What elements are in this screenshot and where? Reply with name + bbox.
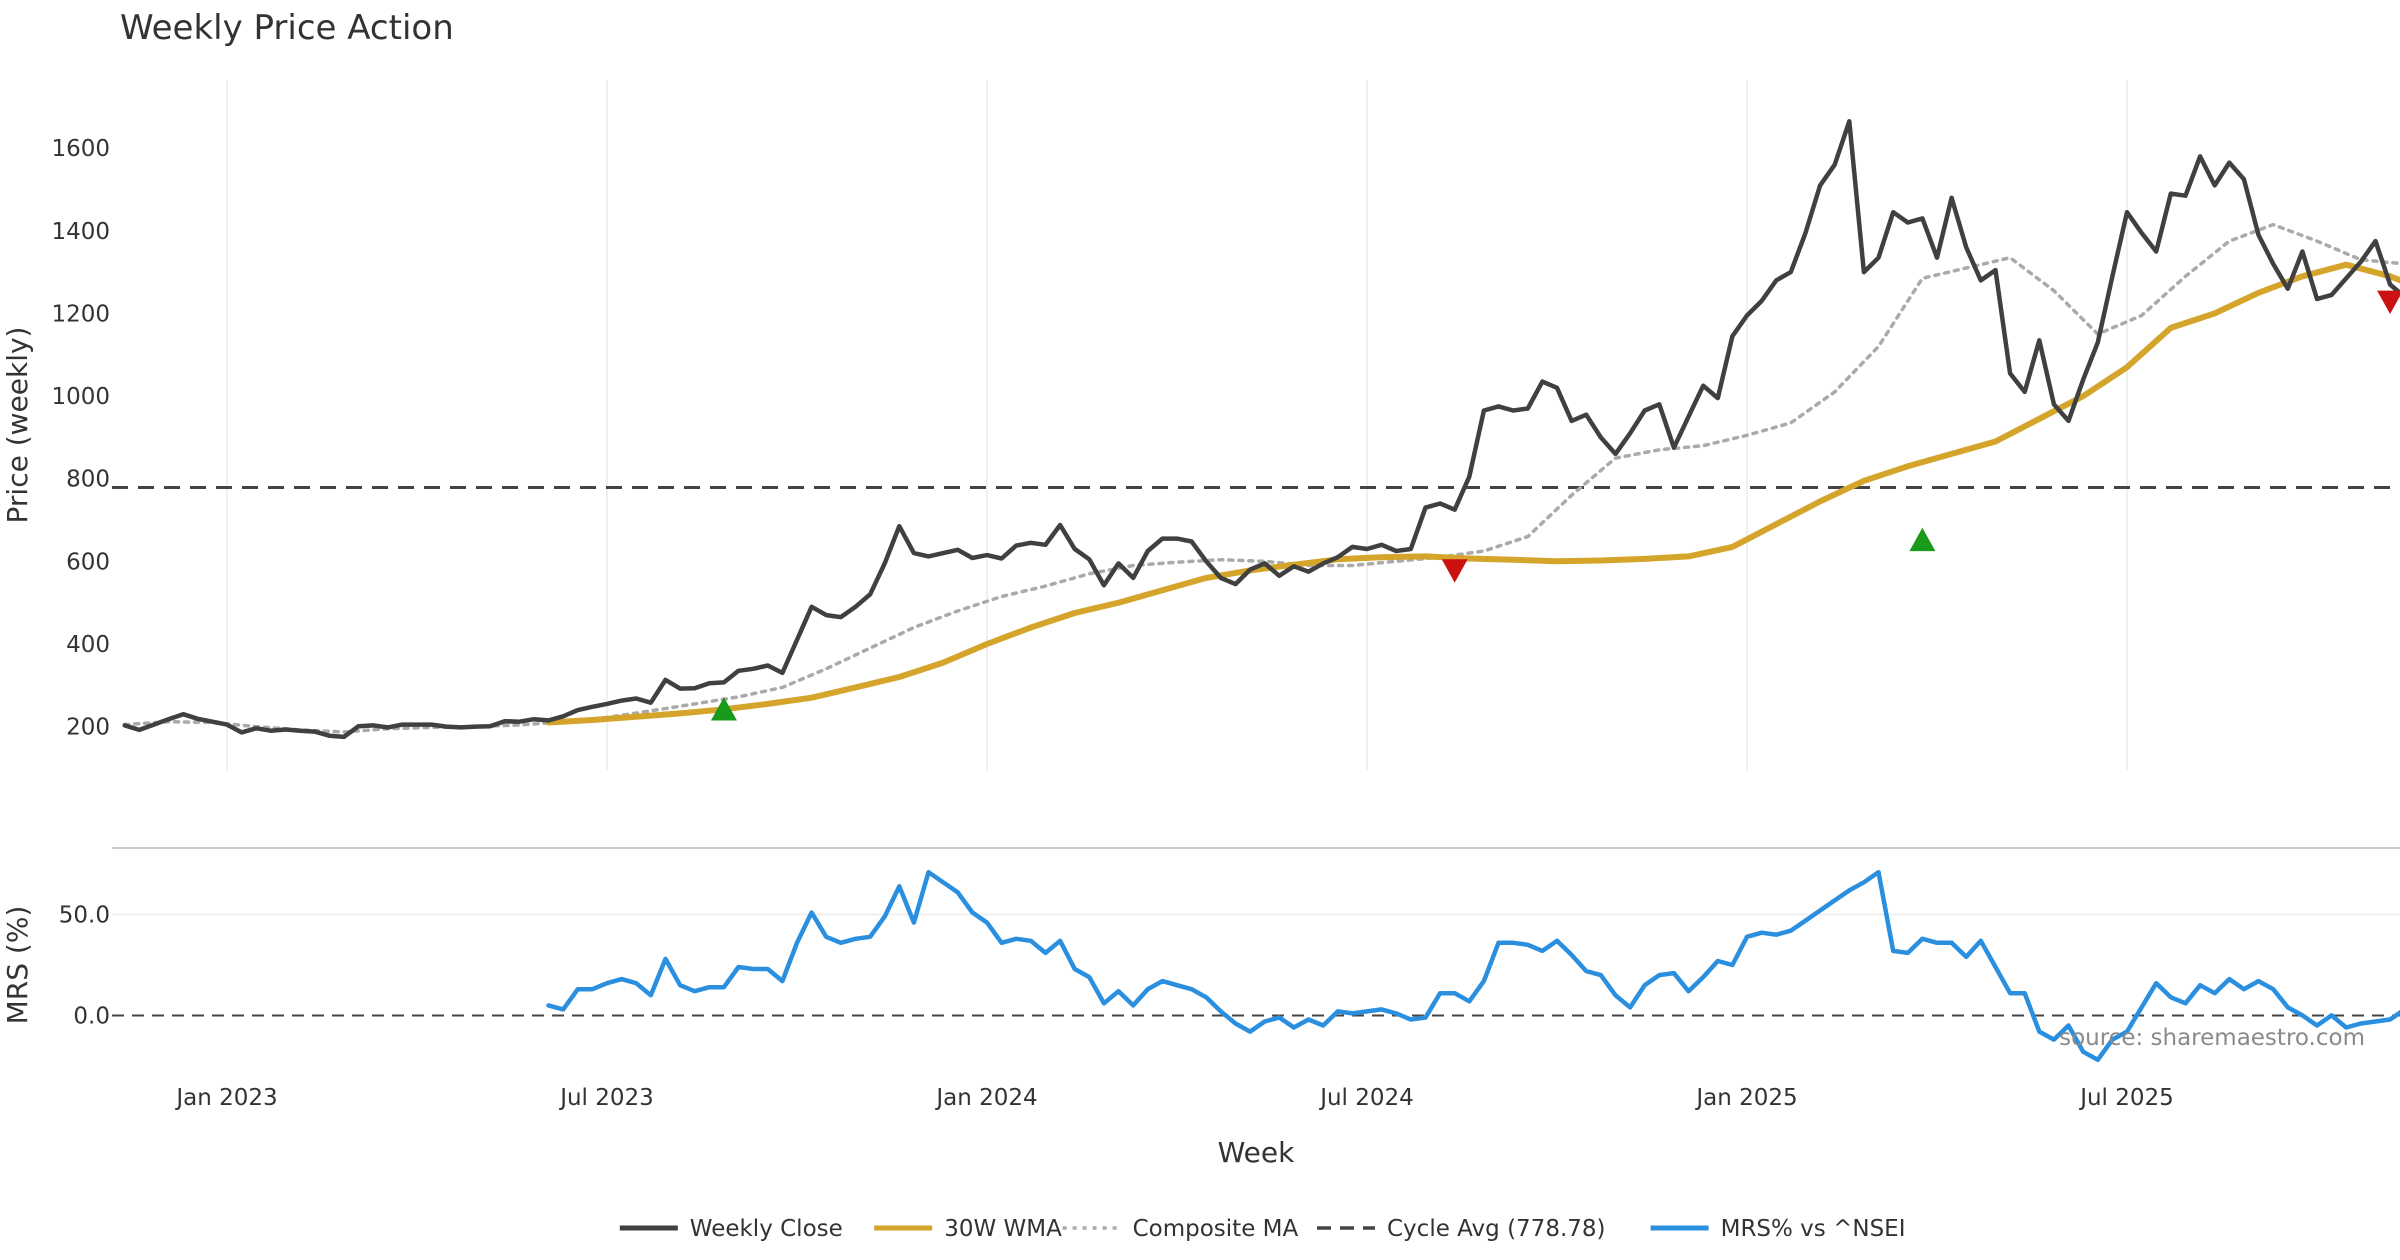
x-tick-label: Jan 2024 <box>934 1085 1037 1111</box>
price-y-tick-label: 600 <box>66 549 110 575</box>
price-y-tick-label: 1600 <box>51 136 110 162</box>
mrs-panel: 0.0 50.0 Jan 2023 Jul 2023 Jan 2024 Jul 2024 J… <box>59 847 2400 1111</box>
mrs-y-tick-label: 0.0 <box>73 1003 110 1029</box>
x-tick-label: Jul 2025 <box>2078 1085 2174 1111</box>
mrs-y-tick-label: 50.0 <box>59 903 110 929</box>
price-panel: 200 400 600 800 1000 1200 1400 1600 <box>51 80 2400 770</box>
wma-30w-line <box>545 261 2400 726</box>
weekly-close-line <box>122 119 2400 740</box>
legend-label: Cycle Avg (778.78) <box>1387 1216 1606 1242</box>
x-tick-label: Jan 2023 <box>174 1085 277 1111</box>
buy-signal-marker <box>710 697 737 721</box>
price-y-tick-label: 1200 <box>51 301 110 327</box>
buy-signal-marker <box>1909 527 1936 552</box>
sell-signal-marker <box>2377 290 2400 315</box>
price-y-tick-label: 200 <box>66 715 110 741</box>
mrs-line <box>546 869 2400 1063</box>
sell-signal-marker <box>1441 559 1468 583</box>
legend-label: Weekly Close <box>690 1216 843 1242</box>
legend-label: MRS% vs ^NSEI <box>1721 1216 1906 1242</box>
x-tick-label: Jan 2025 <box>1694 1085 1797 1111</box>
x-axis-label: Week <box>1218 1136 1295 1169</box>
chart-title: Weekly Price Action <box>120 8 454 48</box>
price-y-tick-label: 800 <box>66 467 110 493</box>
x-tick-label: Jul 2023 <box>558 1085 654 1111</box>
legend-label: Composite MA <box>1133 1216 1299 1242</box>
legend: Weekly Close 30W WMA Composite MA Cycle Avg… <box>619 1216 1906 1242</box>
mrs-y-axis-label: MRS (%) <box>1 906 34 1025</box>
price-y-tick-label: 1000 <box>51 384 110 410</box>
legend-label: 30W WMA <box>944 1216 1062 1242</box>
price-y-axis-label: Price (weekly) <box>1 327 34 524</box>
x-tick-label: Jul 2024 <box>1318 1085 1414 1111</box>
price-y-tick-label: 400 <box>66 632 110 658</box>
price-y-tick-label: 1400 <box>51 219 110 245</box>
source-note: source: sharemaestro.com <box>2059 1025 2365 1051</box>
composite-ma-line <box>122 222 2400 734</box>
